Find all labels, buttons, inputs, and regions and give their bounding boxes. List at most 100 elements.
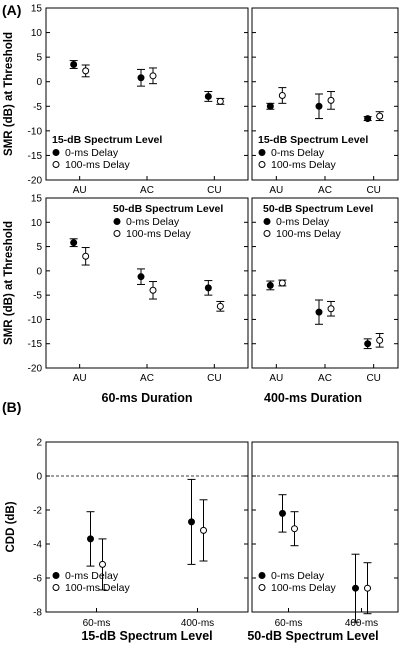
x-tick-label: AC [140,373,154,384]
legend-item: 100-ms Delay [126,228,192,240]
y-tick-label: -20 [28,176,43,187]
x-tick-label: AU [73,185,87,196]
y-tick-label: -15 [28,339,43,350]
x-tick-label: AC [140,185,154,196]
point-0ms-delay [352,584,359,592]
y-tick-label: 10 [31,218,43,229]
point-0ms-delay [204,92,212,100]
point-100ms-delay [327,96,335,104]
legend-marker [52,572,60,579]
legend-item: 0-ms Delay [276,216,330,228]
y-tick-label: -20 [28,364,43,375]
y-tick-label: -8 [33,608,42,619]
x-title-bottom-right: 50-dB Spectrum Level [247,629,378,643]
x-tick-label: CU [207,373,221,384]
y-tick-label: -4 [33,540,42,551]
x-tick-label: AC [318,185,332,196]
x-title-top-left: 60-ms Duration [102,391,193,405]
point-0ms-delay [266,102,274,110]
legend-title: 15-dB Spectrum Level [258,134,368,146]
x-tick-label: AC [318,373,332,384]
y-tick-label: 0 [36,472,42,483]
y-tick-label: -10 [28,126,43,137]
y-tick-label: 0 [36,77,42,88]
y-axis-label: SMR (dB) at Threshold [3,221,15,345]
panel-label-a: (A) [2,2,21,18]
point-100ms-delay [291,525,298,533]
panel-B-left: 2 0 -2 -4 -6 -8 60-ms 400-ms CDD (dB) 0-ms Delay1… [5,438,249,629]
panel-A-top-left: 15 10 5 0 -5 -10 -15 -20 AU AC CU SMR (dB) at Thres… [3,4,249,196]
legend-marker [263,230,271,237]
x-tick-label: 400-ms [345,618,378,629]
plot-frame [45,441,249,613]
legend-marker [113,218,121,225]
legend-marker [263,218,271,225]
point-0ms-delay [364,340,372,348]
point-0ms-delay [204,284,212,292]
legend-title: 50-dB Spectrum Level [263,203,373,215]
legend-item: 0-ms Delay [65,147,119,159]
legend-item: 100-ms Delay [271,582,337,594]
legend-item: 0-ms Delay [271,570,325,582]
x-tick-label: 60-ms [275,618,303,629]
x-tick-label: 400-ms [181,618,214,629]
legend-item: 0-ms Delay [126,216,180,228]
x-tick-label: 60-ms [83,618,111,629]
point-100ms-delay [278,279,286,287]
legend-title: 15-dB Spectrum Level [52,134,162,146]
point-100ms-delay [82,67,90,75]
legend-item: 100-ms Delay [65,582,131,594]
point-100ms-delay [278,91,286,99]
panel-label-b: (B) [2,399,21,415]
point-100ms-delay [149,286,157,294]
legend-title: 50-dB Spectrum Level [113,203,223,215]
point-100ms-delay [376,112,384,120]
point-0ms-delay [137,273,145,281]
legend-item: 0-ms Delay [271,147,325,159]
x-title-top-right: 400-ms Duration [264,391,362,405]
point-100ms-delay [216,97,224,105]
point-0ms-delay [188,518,195,526]
x-tick-label: CU [366,185,380,196]
legend-marker [52,149,60,156]
legend-item: 100-ms Delay [65,159,131,171]
legend-marker [258,149,266,156]
y-tick-label: -15 [28,151,43,162]
legend-item: 100-ms Delay [276,228,342,240]
y-axis-label: SMR (dB) at Threshold [3,32,15,156]
point-100ms-delay [216,302,224,310]
y-tick-label: -5 [33,291,42,302]
y-tick-label: 2 [36,438,42,449]
y-tick-label: 0 [36,266,42,277]
point-100ms-delay [327,305,335,313]
legend-item: 100-ms Delay [271,159,337,171]
x-tick-label: CU [366,373,380,384]
legend-marker [52,584,60,591]
legend-item: 0-ms Delay [65,570,119,582]
plot-frame [251,441,399,613]
legend-marker [258,584,266,591]
x-tick-label: AU [269,373,283,384]
point-0ms-delay [87,535,94,543]
point-0ms-delay [315,308,323,316]
y-tick-label: 10 [31,28,43,39]
legend-marker [113,230,121,237]
legend-marker [258,161,266,168]
x-title-bottom-left: 15-dB Spectrum Level [81,629,212,643]
legend-marker [52,161,60,168]
y-tick-label: 15 [31,4,43,15]
point-0ms-delay [70,239,78,247]
panel-A-bottom-left: 15 10 5 0 -5 -10 -15 -20 AU AC CU SMR (dB) at Thres… [3,194,249,384]
point-100ms-delay [364,584,371,592]
point-0ms-delay [70,61,78,69]
point-0ms-delay [266,281,274,289]
point-100ms-delay [99,560,106,568]
y-axis-label: CDD (dB) [5,501,17,552]
y-tick-label: -6 [33,574,42,585]
